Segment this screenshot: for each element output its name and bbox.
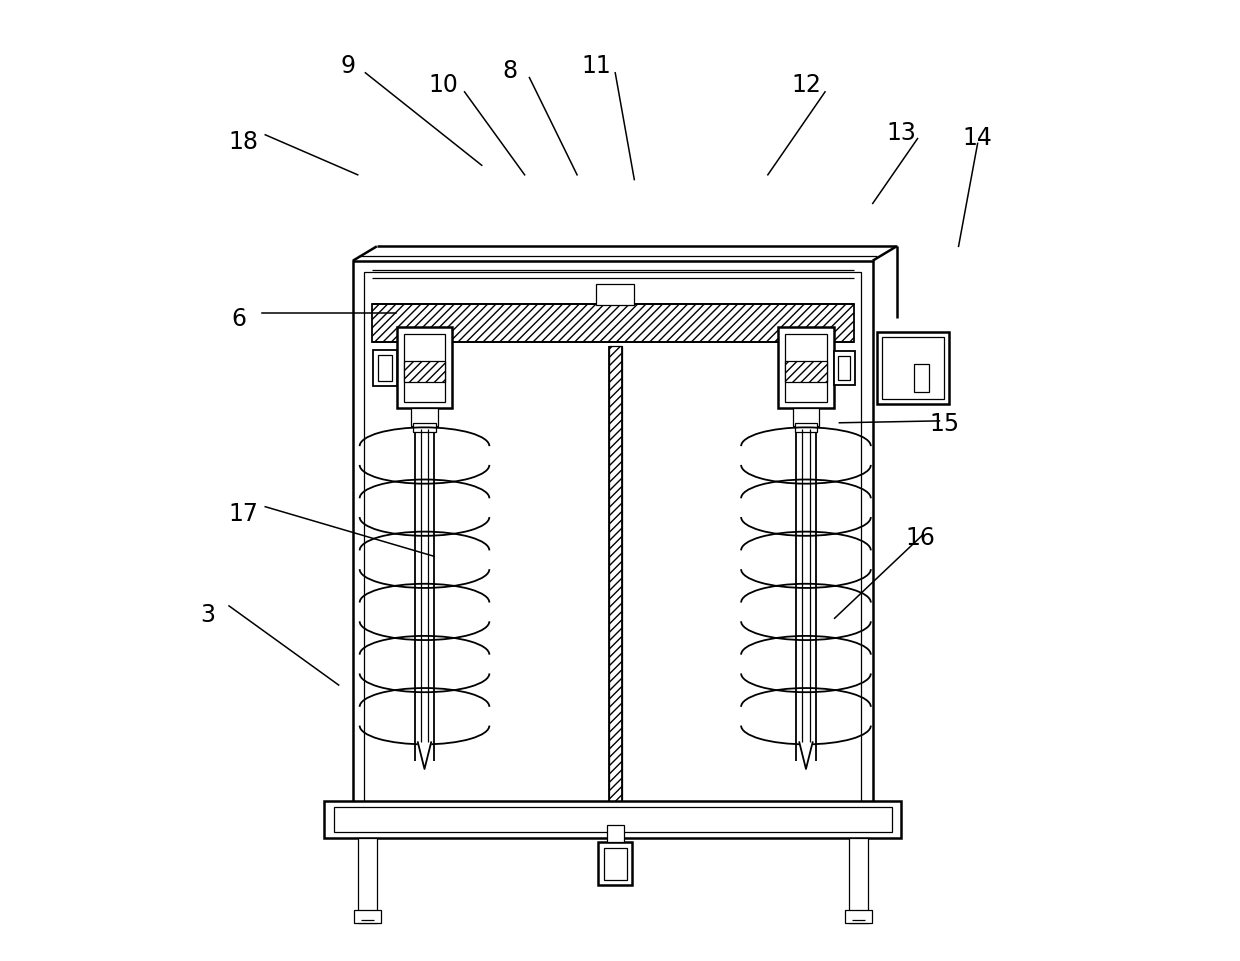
Bar <box>785 361 827 382</box>
Bar <box>596 285 635 307</box>
Text: 8: 8 <box>502 59 518 83</box>
Bar <box>606 825 624 843</box>
Bar <box>849 838 868 924</box>
Bar <box>846 910 872 924</box>
Text: 15: 15 <box>929 411 960 435</box>
Bar <box>373 351 397 386</box>
Text: 17: 17 <box>228 502 258 526</box>
Polygon shape <box>800 743 812 769</box>
Text: 16: 16 <box>905 526 935 550</box>
Bar <box>882 337 944 400</box>
Polygon shape <box>418 743 432 769</box>
Bar <box>878 333 949 405</box>
Bar <box>833 352 854 385</box>
Bar <box>792 409 820 426</box>
Bar <box>412 409 438 426</box>
Bar <box>353 261 873 833</box>
Bar <box>403 334 445 403</box>
Text: 9: 9 <box>341 54 356 78</box>
Bar <box>353 910 381 924</box>
Bar <box>378 356 392 382</box>
Text: 10: 10 <box>429 73 459 97</box>
Text: 18: 18 <box>228 131 258 155</box>
Bar <box>325 801 901 838</box>
Bar <box>598 843 632 885</box>
Bar <box>838 357 849 381</box>
Bar <box>397 328 453 409</box>
Bar <box>358 838 377 924</box>
Bar <box>413 424 436 432</box>
Text: 13: 13 <box>887 121 916 145</box>
Bar <box>914 364 929 393</box>
Text: 12: 12 <box>791 73 821 97</box>
Bar <box>365 273 862 822</box>
Text: 14: 14 <box>962 126 992 150</box>
Text: 3: 3 <box>201 602 216 626</box>
Bar <box>403 361 445 382</box>
Bar <box>372 305 853 342</box>
Bar <box>609 347 622 828</box>
Bar <box>785 334 827 403</box>
Text: 11: 11 <box>582 54 611 78</box>
Text: 6: 6 <box>231 307 246 331</box>
Bar <box>795 424 817 432</box>
Bar <box>334 807 892 832</box>
Bar <box>604 849 626 879</box>
Bar <box>779 328 833 409</box>
